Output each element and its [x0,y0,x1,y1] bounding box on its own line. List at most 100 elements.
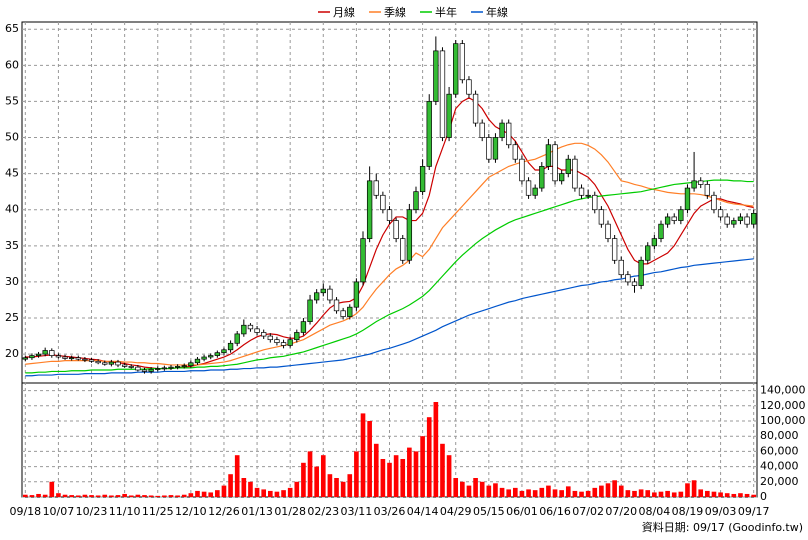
volume-bar [440,443,445,497]
volume-bar [466,485,472,497]
volume-bar [175,495,180,497]
y2-tick-label: 60,000 [760,444,799,457]
candle-body [214,352,221,356]
y-tick-label: 45 [5,167,19,180]
x-tick-label: 01/28 [274,505,306,518]
candle-body [82,358,88,361]
candle-body [658,223,664,239]
volume-bar [605,483,611,497]
grid [22,22,757,498]
candle-body [254,328,260,333]
legend-label: 月線 [333,5,355,19]
volume-bar [519,490,525,497]
candle-body [360,238,366,283]
x-tick-label: 10/23 [76,505,108,518]
volume-bar [400,459,406,497]
volume-bar [731,493,737,497]
candle-body [645,245,651,261]
labels: 20 25 30 35 40 45 50 55 60 65 0 20,000 40,000 60,000 8… [5,22,806,518]
volume-bar [29,495,35,497]
volume-bar [301,462,306,497]
x-tick-label: 07/02 [572,505,604,518]
volume-bar [314,466,319,497]
volume-bar [585,490,591,497]
candle-body [174,366,181,368]
candle-body [294,332,300,341]
volume-bar [155,495,161,497]
volume-bar [579,491,584,497]
volume-bar [718,492,723,497]
volume-bar [228,474,233,497]
candle-body [247,324,254,330]
volume-bar [122,493,127,497]
volume-bar [354,451,359,497]
volume-bar [499,487,505,497]
y-tick-label: 30 [5,275,19,288]
volume-bar [486,485,492,497]
volume-bar [261,489,267,497]
candle-body [35,353,42,356]
candle-body [366,180,373,239]
y-tick-label: 65 [5,22,19,35]
volume-bar [420,436,425,497]
volume-bar [221,485,227,497]
y-tick-label: 35 [5,239,19,252]
volume-bar [592,487,598,497]
candle-body [592,194,598,211]
volume-bar [705,490,710,497]
volume-bar [638,489,644,497]
candle-body [492,137,499,160]
candle-body [261,332,267,337]
candle-body [406,209,413,261]
x-tick-label: 03/26 [374,505,406,518]
volume-bar [685,483,690,497]
candle-body [373,180,379,196]
candle-body [585,194,591,197]
volume-bar [453,478,459,497]
volume-bar [281,490,286,497]
candle-body [208,355,214,358]
candle-body [572,158,578,189]
candle-body [618,259,624,276]
volume-bar [433,402,439,497]
volume-bar [665,490,670,497]
volume-bar [208,492,214,497]
volume-bar [632,490,637,497]
candle-body [737,216,744,221]
candle-body [545,144,552,167]
candle-body [400,238,406,261]
candle-body [135,366,141,371]
volume-bar [572,490,578,497]
volume-bar [49,481,55,497]
volume-bar [387,462,392,497]
volume-bar [82,494,88,497]
x-tick-label: 04/29 [440,505,472,518]
volume-bar [532,490,538,497]
y2-tick-label: 80,000 [760,429,799,442]
x-tick-label: 10/07 [43,505,75,518]
volume-bar [493,483,498,497]
legend-label: 年線 [486,5,508,19]
source-note: 資料日期: 09/17 (Goodinfo.tw) [642,520,803,534]
volume-bar [658,491,664,497]
volume-bar [473,478,478,497]
candle-body [62,356,68,359]
candle-body [439,50,446,138]
candle-body [313,292,320,301]
volume-bar [678,491,684,497]
volume-bar [42,494,48,497]
candle-body [426,101,432,167]
candle-body [499,122,505,138]
volume-bar [612,480,617,497]
volume-bar [426,417,432,497]
volume-bar [738,493,743,497]
candle-body [42,350,48,355]
candle-body [393,220,399,239]
candle-body [631,281,638,286]
candle-body [188,362,194,367]
x-tick-label: 11/25 [142,505,174,518]
volume-bar [234,455,240,497]
candle-body [274,339,280,343]
x-tick-label: 09/18 [9,505,41,518]
